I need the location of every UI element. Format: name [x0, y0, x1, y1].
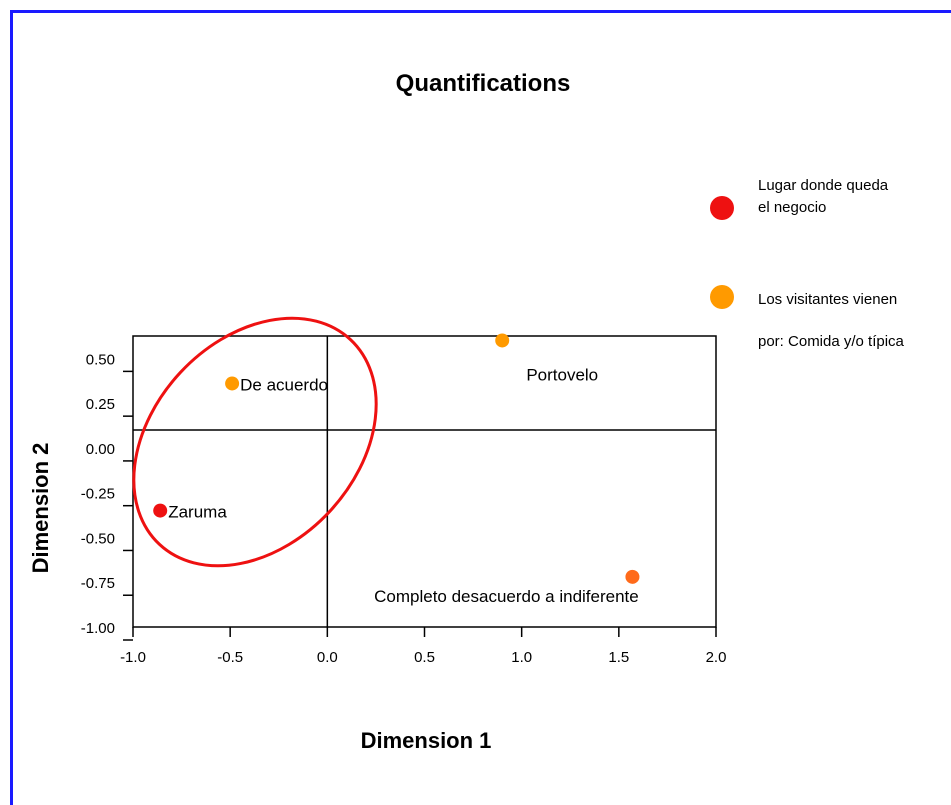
data-point — [153, 503, 168, 518]
x-tick-label: -1.0 — [120, 649, 146, 666]
point-label: De acuerdo — [240, 375, 328, 394]
chart-frame — [10, 10, 951, 805]
highlight-ellipse — [132, 316, 378, 568]
point-label: Completo desacuerdo a indiferente — [374, 587, 639, 606]
x-axis-title: Dimension 1 — [361, 728, 492, 753]
legend: Lugar donde queda el negocio Los visitante… — [710, 177, 905, 350]
legend-label: Los visitantes vienen — [758, 291, 897, 308]
data-point — [225, 376, 240, 391]
x-tick-label: 2.0 — [706, 649, 727, 666]
legend-marker — [710, 285, 734, 309]
y-axis-title: Dimension 2 — [28, 443, 53, 574]
x-tick-label: -0.5 — [217, 649, 243, 666]
x-tick-label: 0.5 — [414, 649, 435, 666]
y-tick-label: -1.00 — [81, 620, 115, 637]
data-point — [625, 569, 640, 584]
x-tick-label: 0.0 — [317, 649, 338, 666]
legend-label: por: Comida y/o típica — [758, 333, 905, 350]
legend-label: el negocio — [758, 199, 826, 216]
y-tick-label: 0.25 — [86, 396, 115, 413]
legend-label: Lugar donde queda — [758, 177, 889, 194]
legend-marker — [710, 196, 734, 220]
plot-area: -1.0 -0.5 0.0 0.5 1.0 1.5 2.0 0.50 0.25 0.00 -0.25… — [81, 316, 727, 666]
y-tick-label: 0.50 — [86, 351, 115, 368]
x-tick-label: 1.0 — [511, 649, 532, 666]
y-tick-label: 0.00 — [86, 441, 115, 458]
point-label: Zaruma — [168, 503, 227, 522]
chart-title: Quantifications — [396, 70, 571, 97]
y-tick-label: -0.75 — [81, 575, 115, 592]
y-tick-label: -0.50 — [81, 530, 115, 547]
y-tick-label: -0.25 — [81, 486, 115, 503]
point-label: Portovelo — [526, 365, 598, 384]
data-point — [495, 333, 510, 348]
x-tick-label: 1.5 — [608, 649, 629, 666]
plot-border — [132, 335, 717, 628]
